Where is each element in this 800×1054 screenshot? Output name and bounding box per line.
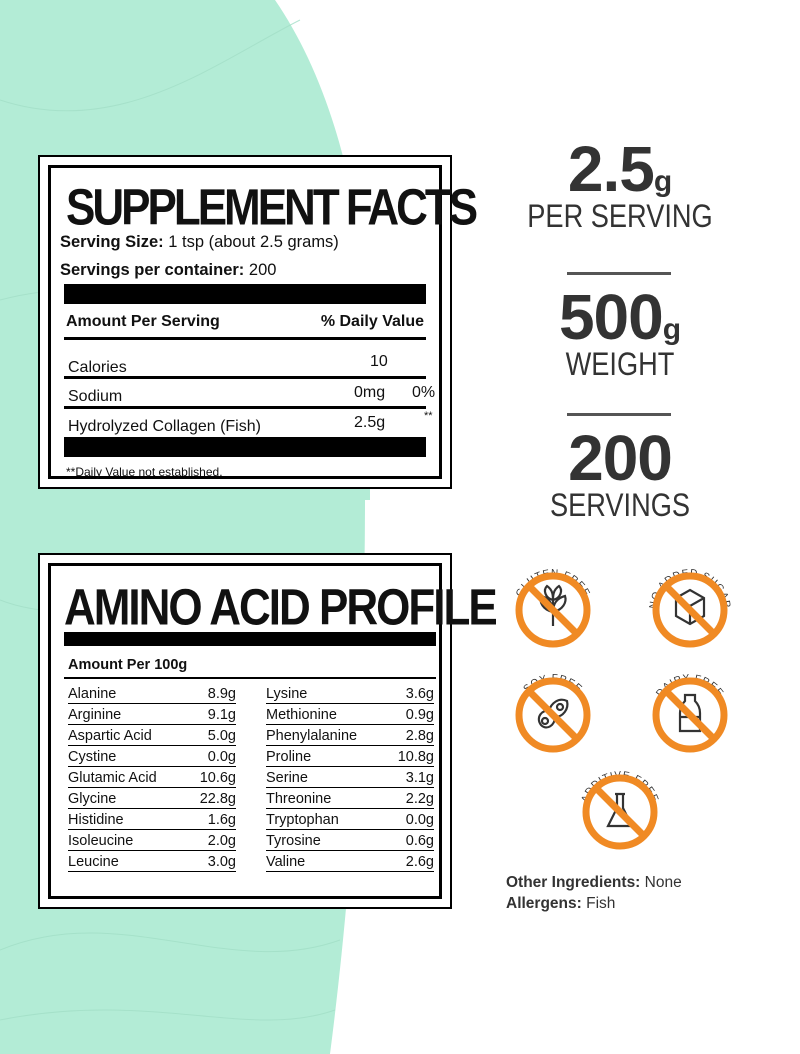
amino-value: 9.1g xyxy=(207,707,236,723)
amino-name: Tyrosine xyxy=(266,833,321,849)
amino-name: Histidine xyxy=(68,812,124,828)
amino-row: Alanine 8.9g xyxy=(68,683,236,704)
footnote: **Daily Value not established. xyxy=(66,465,223,479)
amino-row: Leucine 3.0g xyxy=(68,851,236,872)
amino-value: 1.6g xyxy=(207,812,236,828)
amino-value: 10.6g xyxy=(199,770,236,786)
amino-value: 2.6g xyxy=(405,854,434,870)
prohibited-icon xyxy=(652,677,728,753)
amino-row: Proline 10.8g xyxy=(266,746,434,767)
prohibited-icon xyxy=(515,572,591,648)
amino-value: 0.6g xyxy=(405,833,434,849)
amino-value: 10.8g xyxy=(397,749,434,765)
amino-name: Serine xyxy=(266,770,308,786)
amino-value: 5.0g xyxy=(207,728,236,744)
amino-list-left: Alanine 8.9g Arginine 9.1g Aspartic Acid 5.0g… xyxy=(68,683,236,872)
supplement-facts-title: SUPPLEMENT FACTS xyxy=(66,179,478,236)
amino-acid-panel: AMINO ACID PROFILE Amount Per 100g Alani… xyxy=(38,553,498,909)
amino-value: 3.1g xyxy=(405,770,434,786)
amino-name: Phenylalanine xyxy=(266,728,358,744)
amino-row: Arginine 9.1g xyxy=(68,704,236,725)
amino-name: Proline xyxy=(266,749,312,765)
amino-name: Leucine xyxy=(68,854,119,870)
amino-title: AMINO ACID PROFILE xyxy=(64,579,498,636)
badge-dairy-free: DAIRY FREE xyxy=(642,665,738,761)
highlight-weight: 500g WEIGHT xyxy=(558,281,682,382)
amino-name: Methionine xyxy=(266,707,337,723)
amino-list-right: Lysine 3.6g Methionine 0.9g Phenylalanine 2.8… xyxy=(266,683,434,872)
prohibited-icon xyxy=(652,572,728,648)
amino-name: Threonine xyxy=(266,791,332,807)
amino-value: 0.0g xyxy=(405,812,434,828)
badge-gluten-free: GLUTEN FREE xyxy=(505,560,601,656)
badge-additive-free: ADDITIVE FREE xyxy=(572,762,668,858)
other-ingredients: Other Ingredients: None xyxy=(506,874,682,891)
amino-value: 22.8g xyxy=(199,791,236,807)
amino-name: Arginine xyxy=(68,707,122,723)
divider-bar xyxy=(64,437,426,457)
amino-row: Serine 3.1g xyxy=(266,767,434,788)
fact-row-sodium: Sodium 0mg 0% xyxy=(68,384,436,405)
amino-row: Threonine 2.2g xyxy=(266,788,434,809)
prohibited-icon xyxy=(515,677,591,753)
amino-value: 2.2g xyxy=(405,791,434,807)
amino-row: Tyrosine 0.6g xyxy=(266,830,434,851)
amino-row: Tryptophan 0.0g xyxy=(266,809,434,830)
servings-per-container: Servings per container: 200 xyxy=(60,261,277,279)
serving-size: Serving Size: 1 tsp (about 2.5 grams) xyxy=(60,233,339,251)
amino-value: 0.0g xyxy=(207,749,236,765)
amino-value: 3.6g xyxy=(405,686,434,702)
fact-row-collagen: Hydrolyzed Collagen (Fish) 2.5g ** xyxy=(68,410,433,435)
prohibited-icon xyxy=(582,774,658,850)
amino-value: 0.9g xyxy=(405,707,434,723)
amino-row: Lysine 3.6g xyxy=(266,683,434,704)
amino-row: Glycine 22.8g xyxy=(68,788,236,809)
amino-name: Aspartic Acid xyxy=(68,728,152,744)
amino-value: 2.0g xyxy=(207,833,236,849)
amino-name: Glutamic Acid xyxy=(68,770,157,786)
facts-header: Amount Per Serving% Daily Value xyxy=(66,313,424,330)
highlight-per-serving: 2.5g PER SERVING xyxy=(527,133,713,234)
amino-value: 8.9g xyxy=(207,686,236,702)
amino-row: Isoleucine 2.0g xyxy=(68,830,236,851)
amino-header: Amount Per 100g xyxy=(68,657,188,673)
amino-name: Valine xyxy=(266,854,306,870)
divider xyxy=(567,272,671,275)
amino-name: Cystine xyxy=(68,749,117,765)
amino-row: Cystine 0.0g xyxy=(68,746,236,767)
fact-row-calories: Calories 10 xyxy=(68,353,388,376)
allergens: Allergens: Fish xyxy=(506,895,616,912)
amino-row: Histidine 1.6g xyxy=(68,809,236,830)
badge-no-added-sugar: NO ADDED SUGAR xyxy=(642,560,738,656)
amino-name: Tryptophan xyxy=(266,812,339,828)
divider-bar xyxy=(64,284,426,304)
amino-name: Lysine xyxy=(266,686,308,702)
amino-row: Methionine 0.9g xyxy=(266,704,434,725)
amino-row: Aspartic Acid 5.0g xyxy=(68,725,236,746)
amino-name: Isoleucine xyxy=(68,833,134,849)
divider xyxy=(567,413,671,416)
amino-value: 2.8g xyxy=(405,728,434,744)
amino-row: Valine 2.6g xyxy=(266,851,434,872)
badge-soy-free: SOY FREE xyxy=(505,665,601,761)
divider-bar xyxy=(64,632,436,646)
soybean-icon xyxy=(537,698,569,729)
supplement-facts-panel: SUPPLEMENT FACTS Serving Size: 1 tsp (ab… xyxy=(38,155,478,489)
amino-name: Alanine xyxy=(68,686,117,702)
amino-name: Glycine xyxy=(68,791,117,807)
amino-row: Phenylalanine 2.8g xyxy=(266,725,434,746)
amino-row: Glutamic Acid 10.6g xyxy=(68,767,236,788)
amino-value: 3.0g xyxy=(207,854,236,870)
highlight-servings: 200 SERVINGS xyxy=(549,422,691,523)
